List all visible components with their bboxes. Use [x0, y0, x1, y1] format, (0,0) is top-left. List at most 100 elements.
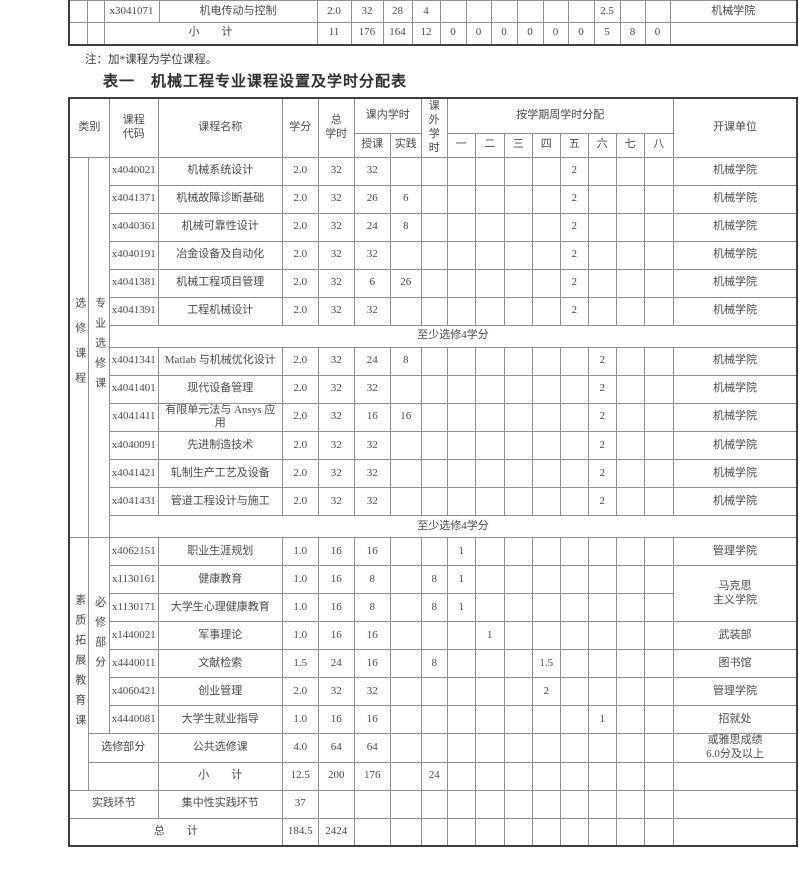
- table-cell: 32: [353, 431, 391, 460]
- table-cell: 8: [353, 593, 391, 622]
- table-cell: [587, 649, 617, 678]
- table-cell: [615, 817, 645, 847]
- col-name: 课程名称: [157, 97, 283, 158]
- table-cell: 184.5: [281, 817, 319, 847]
- table-cell: 12: [411, 22, 441, 45]
- table-cell: 1.0: [281, 621, 319, 650]
- table-cell: [531, 402, 561, 432]
- course-name: 军事理论: [157, 621, 283, 650]
- table-cell: [474, 705, 505, 734]
- table-cell: [587, 537, 617, 566]
- course-code: x4041381: [108, 268, 159, 298]
- table-cell: 28: [382, 0, 413, 23]
- table-cell: [531, 565, 561, 594]
- course-code: x4041371: [108, 184, 159, 214]
- table-cell: 2: [559, 268, 589, 298]
- table-cell: 2.0: [281, 431, 319, 460]
- table-cell: 64: [353, 733, 391, 763]
- unit: 机械学院: [672, 184, 798, 214]
- unit: 马克思 主义学院: [672, 565, 798, 622]
- table-cell: 0: [542, 22, 569, 45]
- grand-total-label: 总 计: [68, 817, 283, 847]
- table-cell: [643, 212, 674, 242]
- table-cell: 2.0: [281, 296, 319, 326]
- category-label: 素质拓展教育课: [68, 537, 89, 791]
- table-cell: 176: [353, 761, 391, 791]
- table-cell: 26: [353, 184, 391, 214]
- table-cell: [643, 374, 674, 404]
- table-cell: [389, 817, 422, 847]
- table-cell: [446, 817, 476, 847]
- table-cell: [615, 431, 645, 460]
- table-cell: [587, 817, 617, 847]
- table-cell: [587, 677, 617, 706]
- table-cell: [531, 705, 561, 734]
- table-cell: [619, 0, 646, 23]
- table-cell: [490, 0, 518, 23]
- unit: 管理学院: [672, 537, 798, 566]
- unit: 机械学院: [672, 431, 798, 460]
- col-extra-hours: 课外 学时: [420, 97, 448, 158]
- table-cell: 64: [317, 733, 355, 763]
- table-cell: [615, 346, 645, 376]
- table-cell: 1: [587, 705, 617, 734]
- table-cell: [643, 705, 674, 734]
- table-cell: [474, 431, 505, 460]
- elective-requirement-note: 至少选修4学分: [108, 515, 798, 538]
- table-cell: [643, 346, 674, 376]
- table-cell: [531, 268, 561, 298]
- table-cell: [587, 156, 617, 186]
- course-code: x1440021: [108, 621, 159, 650]
- course-code: x4041401: [108, 374, 159, 404]
- table-cell: [587, 240, 617, 270]
- table-cell: [389, 621, 422, 650]
- table-cell: 2: [559, 296, 589, 326]
- table-cell: [420, 537, 448, 566]
- table-cell: [446, 402, 476, 432]
- table-cell: [615, 459, 645, 488]
- table-cell: [503, 621, 533, 650]
- table-cell: [615, 240, 645, 270]
- table-cell: [420, 677, 448, 706]
- table-cell: [615, 402, 645, 432]
- table-cell: [420, 156, 448, 186]
- table-cell: [615, 212, 645, 242]
- table-cell: 32: [350, 0, 384, 23]
- table-cell: [531, 761, 561, 791]
- table-cell: [389, 537, 422, 566]
- table-cell: [643, 761, 674, 791]
- table-cell: 6: [389, 184, 422, 214]
- subcategory-label: 必修部分: [87, 537, 110, 734]
- course-code: x1130161: [108, 565, 159, 594]
- table-cell: 5: [593, 22, 621, 45]
- table-cell: 32: [317, 374, 355, 404]
- table-cell: [503, 649, 533, 678]
- table-cell: [68, 22, 88, 45]
- table-cell: [446, 346, 476, 376]
- table-cell: 四: [531, 132, 561, 158]
- table-cell: 200: [317, 761, 355, 791]
- course-name: 管道工程设计与施工: [157, 487, 283, 516]
- table-cell: [68, 0, 88, 23]
- table-cell: [446, 733, 476, 763]
- table-cell: [615, 649, 645, 678]
- col-lecture: 授课: [353, 132, 391, 158]
- table-cell: [587, 565, 617, 594]
- table-cell: [643, 621, 674, 650]
- table-cell: [353, 789, 391, 819]
- table-cell: 32: [317, 431, 355, 460]
- table-cell: [559, 677, 589, 706]
- table-cell: [559, 402, 589, 432]
- course-name: 机械系统设计: [157, 156, 283, 186]
- table-cell: [389, 705, 422, 734]
- table-cell: 32: [317, 212, 355, 242]
- table-cell: [474, 593, 505, 622]
- course-name: 机械故障诊断基础: [157, 184, 283, 214]
- table-cell: [531, 156, 561, 186]
- table-cell: [474, 156, 505, 186]
- course-code: x4040361: [108, 212, 159, 242]
- table-cell: [474, 565, 505, 594]
- col-weekly-hours: 按学期周学时分配: [446, 97, 674, 134]
- table-cell: [439, 0, 467, 23]
